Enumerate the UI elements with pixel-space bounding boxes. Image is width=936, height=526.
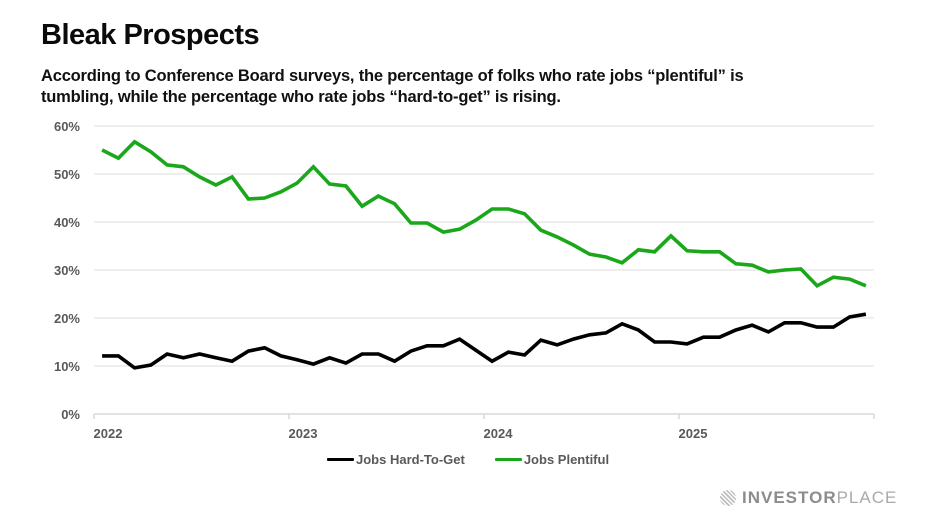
brand-name-light: PLACE: [836, 488, 898, 507]
y-tick-label: 50%: [54, 167, 80, 182]
series-line-jobs-plentiful: [101, 139, 867, 289]
legend: Jobs Hard-To-Get Jobs Plentiful: [327, 452, 639, 467]
x-tick-label: 2024: [484, 426, 514, 441]
y-tick-label: 30%: [54, 263, 80, 278]
y-tick-label: 0%: [61, 407, 80, 422]
subtitle-line-1: According to Conference Board surveys, t…: [41, 67, 744, 85]
gridlines: [94, 125, 874, 367]
investorplace-logo: INVESTOR PLACE: [720, 488, 897, 508]
subtitle-line-2: tumbling, while the percentage who rate …: [41, 88, 561, 106]
legend-swatch-plentiful: [494, 458, 522, 461]
y-axis-tick-labels: 0% 10% 20% 30% 40% 50% 60%: [54, 119, 80, 422]
x-axis: 2022 2023 2024 2025: [93, 413, 875, 441]
globe-icon: [720, 490, 736, 506]
x-tick-label: 2023: [289, 426, 318, 441]
series-line-jobs-hard-to-get: [102, 312, 867, 370]
y-tick-label: 40%: [54, 215, 80, 230]
y-tick-label: 20%: [54, 311, 80, 326]
y-tick-label: 60%: [54, 119, 80, 134]
legend-item-plentiful: Jobs Plentiful: [494, 452, 610, 467]
legend-label-plentiful: Jobs Plentiful: [523, 452, 610, 467]
x-tick-label: 2025: [679, 426, 708, 441]
x-tick-label: 2022: [94, 426, 123, 441]
legend-item-hard-to-get: Jobs Hard-To-Get: [327, 452, 465, 467]
series-lines: [101, 139, 867, 370]
chart-title: Bleak Prospects: [41, 19, 260, 51]
y-tick-label: 10%: [54, 359, 80, 374]
legend-label-hard-to-get: Jobs Hard-To-Get: [356, 452, 465, 467]
brand-name-bold: INVESTOR: [742, 488, 837, 507]
chart-subtitle: According to Conference Board surveys, t…: [41, 66, 841, 108]
legend-swatch-hard-to-get: [327, 458, 354, 461]
